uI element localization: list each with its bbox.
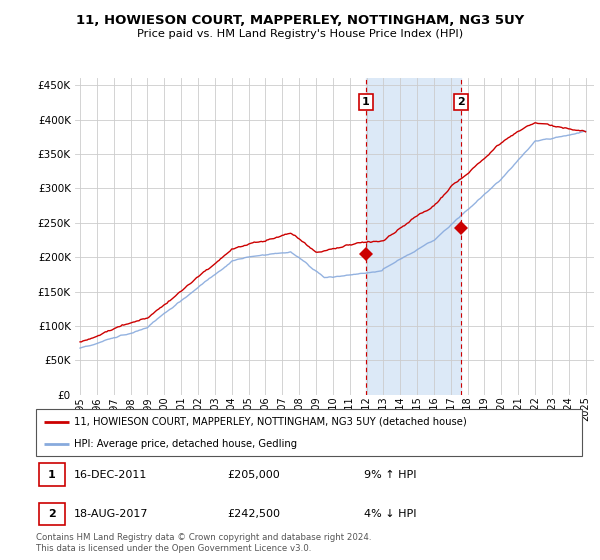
- Text: 11, HOWIESON COURT, MAPPERLEY, NOTTINGHAM, NG3 5UY (detached house): 11, HOWIESON COURT, MAPPERLEY, NOTTINGHA…: [74, 417, 467, 427]
- Text: 2: 2: [48, 509, 56, 519]
- Text: £205,000: £205,000: [227, 470, 280, 479]
- Text: HPI: Average price, detached house, Gedling: HPI: Average price, detached house, Gedl…: [74, 438, 298, 449]
- Text: 9% ↑ HPI: 9% ↑ HPI: [364, 470, 416, 479]
- Bar: [39, 464, 65, 486]
- Bar: [39, 503, 65, 525]
- Text: £242,500: £242,500: [227, 509, 280, 519]
- Text: 2: 2: [458, 97, 465, 107]
- Text: Contains HM Land Registry data © Crown copyright and database right 2024.
This d: Contains HM Land Registry data © Crown c…: [36, 533, 371, 553]
- Text: 1: 1: [362, 97, 370, 107]
- Bar: [366, 78, 461, 395]
- Text: Price paid vs. HM Land Registry's House Price Index (HPI): Price paid vs. HM Land Registry's House …: [137, 29, 463, 39]
- Text: 4% ↓ HPI: 4% ↓ HPI: [364, 509, 416, 519]
- Text: 16-DEC-2011: 16-DEC-2011: [74, 470, 148, 479]
- Text: 18-AUG-2017: 18-AUG-2017: [74, 509, 149, 519]
- Text: 11, HOWIESON COURT, MAPPERLEY, NOTTINGHAM, NG3 5UY: 11, HOWIESON COURT, MAPPERLEY, NOTTINGHA…: [76, 14, 524, 27]
- Text: 1: 1: [48, 470, 56, 479]
